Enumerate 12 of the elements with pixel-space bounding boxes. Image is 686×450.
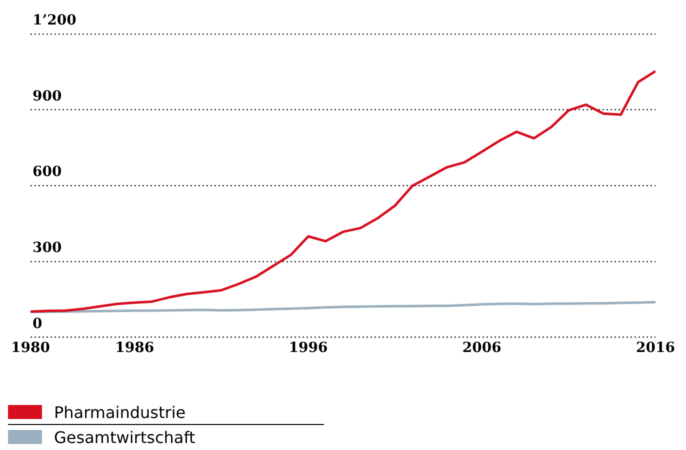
- x-tick-label: 1996: [288, 340, 328, 356]
- y-tick-label: 300: [32, 240, 62, 256]
- y-tick-label: 900: [32, 88, 62, 104]
- y-tick-label: 1’200: [32, 12, 77, 29]
- legend-label: Gesamtwirtschaft: [54, 428, 196, 446]
- x-tick-label: 1980: [11, 340, 50, 356]
- x-tick-label: 2006: [462, 340, 502, 356]
- x-tick-label: 2016: [636, 340, 675, 356]
- x-tick-label: 1986: [115, 340, 154, 356]
- y-tick-label: 600: [32, 164, 62, 180]
- y-tick-label: 0: [32, 316, 42, 332]
- legend-label: Pharmaindustrie: [54, 402, 186, 422]
